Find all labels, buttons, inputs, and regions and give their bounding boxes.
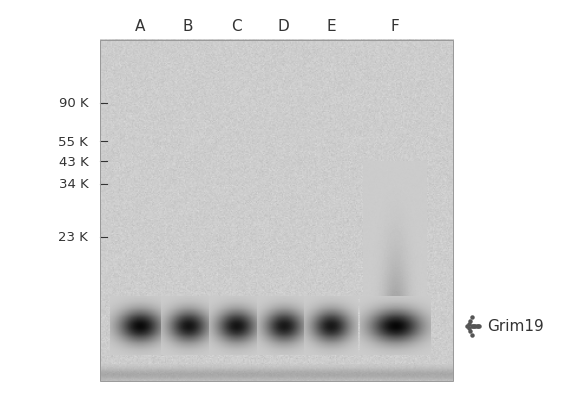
Text: 23 K: 23 K [59, 230, 88, 243]
Text: 34 K: 34 K [59, 178, 88, 191]
Text: A: A [135, 19, 145, 34]
Text: E: E [327, 19, 336, 34]
Text: 55 K: 55 K [59, 135, 88, 148]
Text: 90 K: 90 K [59, 97, 88, 110]
Text: B: B [183, 19, 193, 34]
Bar [100, 40, 453, 381]
Text: D: D [278, 19, 290, 34]
Text: F: F [390, 19, 400, 34]
Text: Grim19: Grim19 [487, 319, 544, 333]
Text: 43 K: 43 K [59, 156, 88, 168]
Text: C: C [231, 19, 242, 34]
